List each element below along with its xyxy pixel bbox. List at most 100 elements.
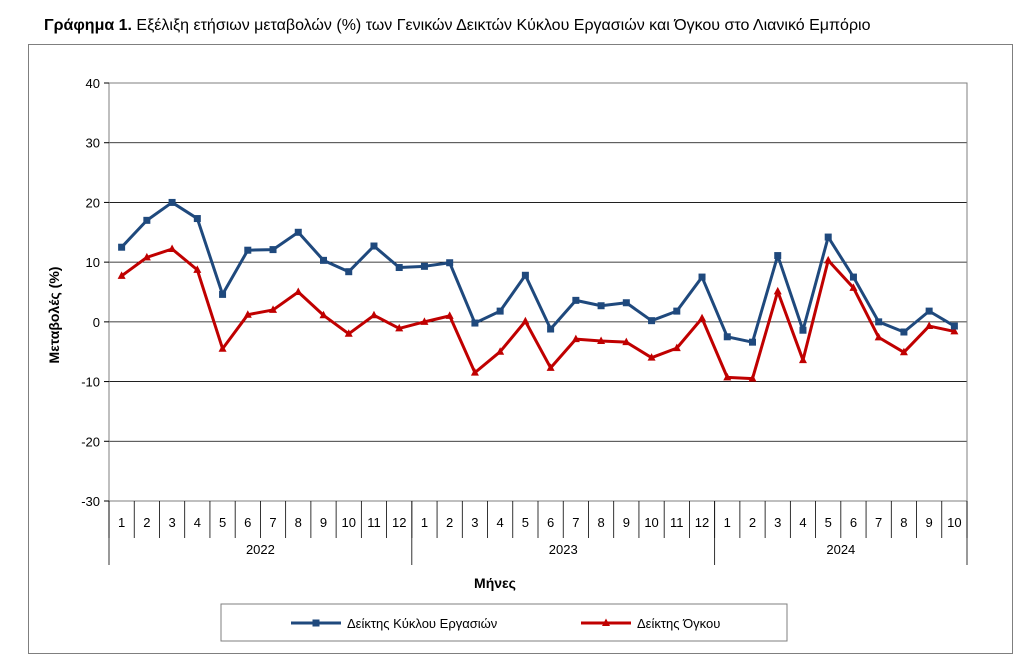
data-point <box>219 290 227 298</box>
chart-frame: -30 -20 -10 0 10 20 30 40 1 2 3 4 5 6 7 8 9 10 11 12 1 2 3 4 5 6… <box>28 44 1013 654</box>
x-tick-label: 9 <box>320 515 327 530</box>
data-point <box>950 326 959 335</box>
x-tick-label: 8 <box>597 515 604 530</box>
year-label: 2023 <box>549 542 578 557</box>
x-tick-label: 6 <box>850 515 857 530</box>
x-axis-label: Μήνες <box>474 575 516 591</box>
x-tick-label: 8 <box>900 515 907 530</box>
data-point <box>698 273 706 281</box>
x-tick-label: 10 <box>644 515 658 530</box>
data-point <box>117 271 126 279</box>
data-point <box>672 343 681 352</box>
data-point <box>798 355 807 364</box>
series-lines <box>117 198 959 382</box>
y-axis-label: Μεταβολές (%) <box>46 267 62 364</box>
x-tick-label: 4 <box>497 515 504 530</box>
data-point <box>395 264 403 272</box>
y-tick-label: -20 <box>81 434 100 449</box>
data-point <box>193 215 201 223</box>
data-point <box>925 321 934 330</box>
data-point <box>597 302 605 310</box>
data-point <box>369 310 378 319</box>
data-point <box>446 259 454 267</box>
data-point <box>118 243 126 251</box>
legend: Δείκτης Κύκλου Εργασιών Δείκτης Όγκου <box>220 603 788 642</box>
data-point <box>597 336 606 344</box>
data-point <box>698 313 707 322</box>
year-label: 2024 <box>826 542 855 557</box>
data-point <box>900 328 908 336</box>
x-tick-label: 6 <box>547 515 554 530</box>
y-tick-label: -30 <box>81 494 100 509</box>
data-point <box>445 311 454 319</box>
data-point <box>142 252 151 261</box>
data-point <box>294 287 303 295</box>
data-point <box>874 332 883 341</box>
data-point <box>824 233 832 241</box>
x-tick-label: 10 <box>947 515 961 530</box>
data-point <box>622 337 631 346</box>
y-tick-labels: -30 -20 -10 0 10 20 30 40 <box>81 76 100 509</box>
data-point <box>521 316 530 325</box>
x-tick-label: 6 <box>244 515 251 530</box>
x-tick-label: 5 <box>825 515 832 530</box>
data-point <box>875 318 883 326</box>
data-point <box>193 265 202 273</box>
legend-label: Δείκτης Κύκλου Εργασιών <box>347 616 497 631</box>
data-point <box>470 368 479 376</box>
data-point <box>243 310 252 318</box>
x-tick-label: 2 <box>143 515 150 530</box>
data-point <box>269 305 278 313</box>
data-point <box>799 326 807 334</box>
x-tick-label: 2 <box>446 515 453 530</box>
data-point <box>370 242 378 250</box>
data-point <box>244 246 252 254</box>
data-point <box>925 307 933 315</box>
x-tick-label: 1 <box>421 515 428 530</box>
x-tick-label: 10 <box>342 515 356 530</box>
data-point <box>546 363 555 371</box>
data-point <box>218 344 227 352</box>
x-tick-label: 5 <box>219 515 226 530</box>
data-point <box>143 216 151 224</box>
data-point <box>344 329 353 337</box>
data-point <box>673 307 681 315</box>
data-point <box>602 618 610 626</box>
x-tick-label: 9 <box>623 515 630 530</box>
chart-title: Γράφημα 1. Εξέλιξη ετήσιων μεταβολών (%)… <box>44 17 871 35</box>
data-point <box>168 244 177 253</box>
x-tick-label: 7 <box>572 515 579 530</box>
y-tick-label: 20 <box>86 195 100 210</box>
y-tick-label: -10 <box>81 375 100 390</box>
x-tick-labels: 1 2 3 4 5 6 7 8 9 10 11 12 1 2 3 4 5 6 7 8 9 10 11 12 1 2 3 4 5 6 7 8 9 1… <box>118 515 962 557</box>
x-tick-label: 8 <box>295 515 302 530</box>
x-tick-label: 9 <box>926 515 933 530</box>
data-point <box>774 252 782 260</box>
x-tick-label: 5 <box>522 515 529 530</box>
data-point <box>571 334 580 343</box>
data-point <box>294 228 302 236</box>
data-point <box>723 333 731 341</box>
data-point <box>748 374 757 382</box>
x-tick-label: 1 <box>118 515 125 530</box>
x-tick-label: 12 <box>392 515 406 530</box>
x-tick-label: 1 <box>724 515 731 530</box>
x-tick-label: 3 <box>168 515 175 530</box>
year-label: 2022 <box>246 542 275 557</box>
data-point <box>269 246 277 254</box>
legend-entry: Δείκτης Κύκλου Εργασιών <box>291 616 497 631</box>
data-point <box>168 198 176 206</box>
data-point <box>849 273 857 281</box>
data-point <box>496 347 505 355</box>
data-point <box>849 283 858 291</box>
y-tick-label: 30 <box>86 136 100 151</box>
data-point <box>547 325 555 333</box>
data-point <box>950 322 958 330</box>
chart-title-bold: Γράφημα 1. <box>44 17 132 34</box>
x-tick-label: 12 <box>695 515 709 530</box>
data-point <box>647 353 656 361</box>
series-line <box>120 200 956 344</box>
plot-area <box>108 82 968 502</box>
data-point <box>749 338 756 346</box>
